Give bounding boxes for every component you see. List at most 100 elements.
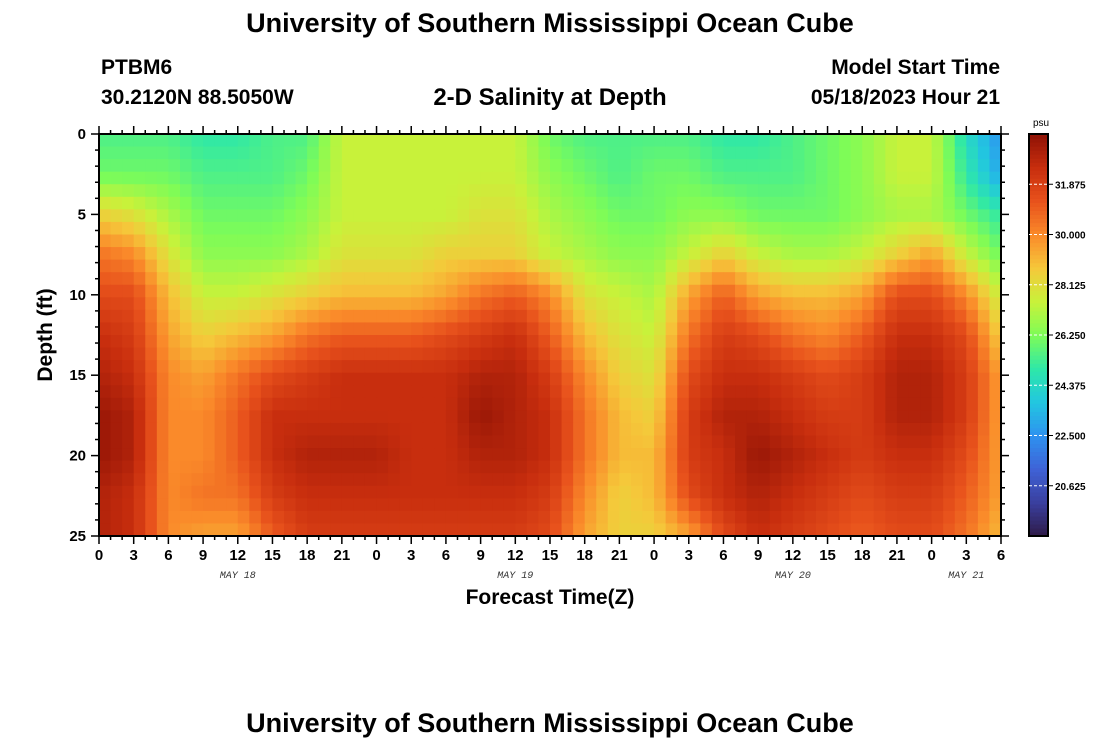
heatmap-cell bbox=[584, 448, 597, 462]
heatmap-cell bbox=[422, 422, 435, 437]
heatmap-cell bbox=[561, 247, 574, 261]
heatmap-cell bbox=[457, 410, 470, 424]
heatmap-cell bbox=[515, 410, 528, 424]
heatmap-cell bbox=[492, 221, 505, 236]
heatmap-cell bbox=[850, 247, 863, 261]
heatmap-cell bbox=[341, 184, 355, 198]
heatmap-cell bbox=[515, 309, 528, 324]
heatmap-cell bbox=[642, 309, 655, 324]
heatmap-cell bbox=[688, 422, 701, 437]
heatmap-cell bbox=[318, 209, 331, 223]
heatmap-cell bbox=[99, 397, 112, 411]
heatmap-cell bbox=[249, 347, 262, 361]
heatmap-cell bbox=[792, 284, 806, 298]
heatmap-cell bbox=[503, 435, 516, 449]
heatmap-cell bbox=[457, 159, 470, 173]
heatmap-cell bbox=[630, 385, 644, 399]
heatmap-cell bbox=[642, 372, 655, 386]
heatmap-cell bbox=[885, 372, 898, 386]
heatmap-cell bbox=[989, 159, 1001, 173]
heatmap-cell bbox=[480, 410, 493, 424]
heatmap-cell bbox=[561, 134, 574, 148]
heatmap-cell bbox=[700, 347, 713, 361]
heatmap-cell bbox=[133, 322, 146, 336]
heatmap-cell bbox=[260, 171, 274, 185]
heatmap-cell bbox=[723, 473, 736, 487]
heatmap-cell bbox=[781, 435, 794, 449]
x-tick-label: 6 bbox=[997, 547, 1005, 564]
heatmap-cell bbox=[469, 134, 482, 148]
heatmap-cell bbox=[966, 171, 979, 185]
heatmap-cell bbox=[896, 397, 910, 411]
x-tick-label: 12 bbox=[507, 547, 524, 564]
heatmap-cell bbox=[850, 510, 863, 525]
heatmap-cell bbox=[596, 184, 609, 198]
heatmap-cell bbox=[908, 272, 921, 286]
heatmap-cell bbox=[422, 410, 435, 424]
y-tick-label: 5 bbox=[78, 206, 86, 223]
heatmap-cell bbox=[746, 372, 759, 386]
heatmap-cell bbox=[862, 385, 875, 399]
heatmap-cell bbox=[550, 171, 563, 185]
heatmap-cell bbox=[665, 372, 678, 386]
heatmap-cell bbox=[573, 322, 586, 336]
heatmap-cell bbox=[503, 448, 516, 462]
heatmap-cell bbox=[364, 297, 378, 311]
heatmap-cell bbox=[260, 347, 274, 361]
heatmap-cell bbox=[746, 422, 759, 437]
heatmap-cell bbox=[145, 259, 158, 273]
heatmap-cell bbox=[318, 473, 331, 487]
heatmap-cell bbox=[353, 460, 366, 474]
heatmap-cell bbox=[700, 410, 713, 424]
heatmap-cell bbox=[896, 247, 910, 261]
heatmap-cell bbox=[503, 159, 516, 173]
heatmap-cell bbox=[596, 460, 609, 474]
heatmap-cell bbox=[330, 397, 343, 411]
heatmap-cell bbox=[260, 259, 274, 273]
heatmap-cell bbox=[99, 460, 112, 474]
heatmap-cell bbox=[711, 410, 725, 424]
heatmap-cell bbox=[769, 422, 782, 437]
heatmap-cell bbox=[850, 284, 863, 298]
heatmap-cell bbox=[214, 360, 227, 374]
heatmap-cell bbox=[665, 209, 678, 223]
heatmap-cell bbox=[226, 347, 239, 361]
heatmap-cell bbox=[272, 372, 285, 386]
heatmap-cell bbox=[480, 284, 493, 298]
heatmap-cell bbox=[827, 146, 840, 160]
heatmap-cell bbox=[654, 347, 667, 361]
heatmap-cell bbox=[284, 460, 297, 474]
heatmap-cell bbox=[295, 259, 308, 273]
heatmap-cell bbox=[550, 259, 563, 273]
heatmap-cell bbox=[145, 284, 158, 298]
heatmap-cell bbox=[156, 146, 169, 160]
heatmap-cell bbox=[966, 134, 979, 148]
heatmap-cell bbox=[376, 335, 389, 349]
heatmap-cell bbox=[422, 485, 435, 499]
heatmap-cell bbox=[492, 259, 505, 273]
heatmap-cell bbox=[353, 372, 366, 386]
heatmap-cell bbox=[758, 347, 771, 361]
heatmap-cell bbox=[989, 347, 1001, 361]
heatmap-cell bbox=[538, 460, 551, 474]
colorbar-segment bbox=[1029, 282, 1048, 288]
heatmap-cell bbox=[573, 309, 586, 324]
heatmap-cell bbox=[515, 159, 528, 173]
heatmap-cell bbox=[179, 159, 193, 173]
heatmap-cell bbox=[642, 184, 655, 198]
heatmap-cell bbox=[156, 385, 169, 399]
heatmap-cell bbox=[943, 523, 956, 536]
colorbar-segment bbox=[1029, 266, 1048, 272]
heatmap-cell bbox=[503, 510, 516, 525]
heatmap-cell bbox=[792, 498, 806, 512]
heatmap-cell bbox=[457, 473, 470, 487]
heatmap-cell bbox=[943, 297, 956, 311]
heatmap-cell bbox=[503, 410, 516, 424]
heatmap-cell bbox=[885, 309, 898, 324]
heatmap-cell bbox=[619, 134, 632, 148]
heatmap-cell bbox=[376, 171, 389, 185]
heatmap-cell bbox=[873, 523, 886, 536]
heatmap-cell bbox=[920, 397, 933, 411]
heatmap-cell bbox=[943, 448, 956, 462]
heatmap-cell bbox=[642, 347, 655, 361]
